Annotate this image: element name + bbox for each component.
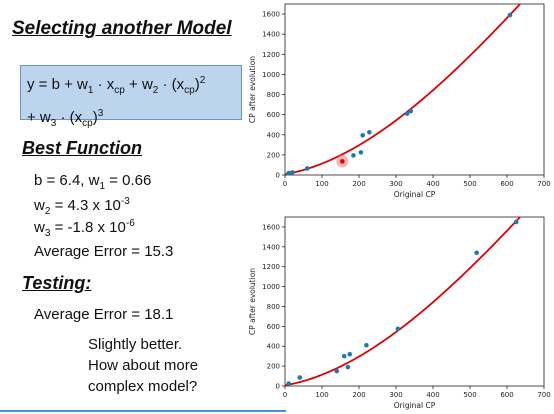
plot-area — [284, 3, 545, 176]
data-point — [408, 108, 414, 114]
x-tick-label: 500 — [463, 391, 476, 399]
y-tick-label: 1200 — [262, 51, 280, 59]
y-axis-label: CP after evolution — [248, 268, 257, 335]
y-tick-label: 1400 — [262, 243, 280, 251]
data-point — [347, 351, 353, 357]
x-axis-label: Original CP — [394, 401, 436, 410]
fit-curve — [284, 3, 521, 176]
data-point — [513, 219, 519, 225]
x-tick-label: 600 — [500, 391, 513, 399]
note-text: Slightly better. How about more complex … — [88, 334, 198, 397]
data-point — [286, 381, 291, 386]
y-tick-label: 1000 — [262, 71, 280, 79]
x-tick-label: 100 — [315, 180, 328, 188]
test-average-error: Average Error = 18.1 — [34, 306, 174, 323]
data-point — [290, 170, 295, 175]
x-tick-label: 400 — [426, 391, 439, 399]
param-w3: w3 = -1.8 x 10-6 — [34, 218, 135, 239]
testing-scatter-chart: 0 100 200 300 400 500 600 700 0 200 400 600 800 1000 1… — [248, 216, 551, 410]
data-point — [351, 153, 356, 158]
y-axis-label: CP after evolution — [248, 56, 257, 123]
training-scatter-chart: 0 100 200 300 400 500 600 700 0 200 400 600 800 1000 1… — [248, 3, 551, 199]
y-tick-label: 1200 — [262, 263, 280, 271]
formula-line-1: y = b + w1 · xcp + w2 · (xcp)2 — [27, 75, 206, 96]
data-point — [345, 364, 351, 370]
y-tick-label: 200 — [267, 363, 280, 371]
data-point — [334, 368, 340, 374]
footer-accent-line — [0, 410, 286, 412]
data-point — [474, 250, 479, 256]
x-tick-label: 300 — [389, 180, 402, 188]
data-point — [367, 129, 372, 135]
x-axis-label: Original CP — [394, 190, 436, 199]
y-tick-label: 1600 — [262, 223, 280, 231]
y-tick-label: 400 — [267, 131, 280, 139]
x-tick-label: 100 — [315, 391, 328, 399]
y-tick-label: 0 — [276, 172, 280, 180]
data-point — [364, 342, 369, 348]
data-point — [507, 12, 513, 18]
y-tick-label: 600 — [267, 323, 280, 331]
data-point — [297, 375, 303, 380]
x-tick-label: 700 — [537, 180, 550, 188]
plot-area — [284, 216, 545, 387]
y-tick-label: 200 — [267, 151, 280, 159]
data-point — [360, 132, 365, 138]
x-tick-label: 0 — [283, 180, 287, 188]
note-line-3: complex model? — [88, 378, 198, 395]
x-tick-label: 0 — [283, 391, 287, 399]
x-tick-label: 500 — [463, 180, 476, 188]
data-point — [286, 170, 291, 176]
x-tick-label: 300 — [389, 391, 402, 399]
data-point — [395, 326, 401, 332]
data-point — [304, 166, 310, 171]
param-w2: w2 = 4.3 x 10-3 — [34, 196, 130, 217]
best-function-heading: Best Function — [22, 138, 142, 158]
fit-curve — [284, 216, 521, 387]
x-tick-label: 700 — [537, 391, 550, 399]
note-line-1: Slightly better. — [88, 336, 183, 353]
testing-heading: Testing: — [22, 273, 92, 293]
data-point — [340, 159, 345, 164]
param-b-w1: b = 6.4, w1 = 0.66 — [34, 172, 152, 192]
y-tick-label: 600 — [267, 111, 280, 119]
y-tick-label: 800 — [267, 303, 280, 311]
data-point — [404, 111, 410, 116]
train-average-error: Average Error = 15.3 — [34, 243, 174, 260]
data-point — [358, 150, 364, 155]
slide-title: Selecting another Model — [12, 18, 232, 39]
y-tick-label: 1400 — [262, 31, 280, 39]
note-line-2: How about more — [88, 357, 199, 374]
x-tick-label: 600 — [500, 180, 513, 188]
y-tick-label: 1000 — [262, 283, 280, 291]
x-tick-label: 200 — [352, 391, 365, 399]
data-point — [341, 353, 347, 359]
x-tick-label: 200 — [352, 180, 365, 188]
y-tick-label: 1600 — [262, 11, 280, 19]
formula-line-2: + w3 · (xcp)3 — [27, 108, 104, 129]
y-tick-label: 400 — [267, 343, 280, 351]
y-tick-label: 0 — [276, 383, 280, 391]
y-tick-label: 800 — [267, 91, 280, 99]
model-formula: y = b + w1 · xcp + w2 · (xcp)2 + w3 · (x… — [20, 65, 242, 129]
x-tick-label: 400 — [426, 180, 439, 188]
